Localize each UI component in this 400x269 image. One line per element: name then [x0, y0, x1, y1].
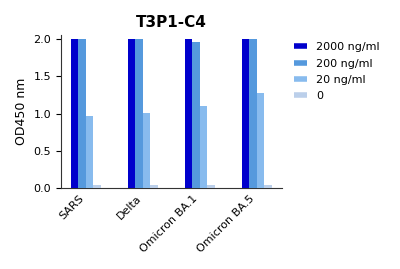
Bar [128, 39, 136, 188]
Bar [78, 39, 86, 188]
Bar [249, 39, 257, 188]
Bar [143, 113, 150, 188]
Bar [136, 39, 143, 188]
Bar [150, 185, 158, 188]
Bar [242, 39, 249, 188]
Legend: 2000 ng/ml, 200 ng/ml, 20 ng/ml, 0: 2000 ng/ml, 200 ng/ml, 20 ng/ml, 0 [289, 38, 384, 105]
Title: T3P1-C4: T3P1-C4 [136, 15, 207, 30]
Bar [185, 39, 192, 188]
Y-axis label: OD450 nm: OD450 nm [15, 78, 28, 146]
Bar [257, 93, 264, 188]
Bar [200, 106, 207, 188]
Bar [207, 185, 215, 188]
Bar [71, 39, 78, 188]
Bar [192, 42, 200, 188]
Bar [93, 185, 101, 188]
Bar [264, 185, 272, 188]
Bar [86, 116, 93, 188]
